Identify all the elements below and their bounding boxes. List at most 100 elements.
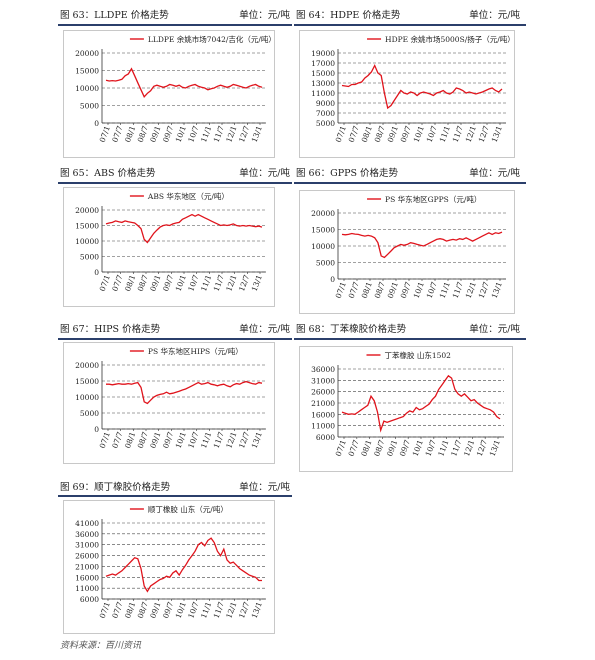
- unit-label: 单位：元/吨: [239, 482, 290, 493]
- x-tick-label: 13/1: [490, 125, 504, 144]
- divider: [58, 182, 292, 184]
- y-tick-label: 20000: [311, 209, 335, 218]
- panel-header-66: 图 66：GPPS 价格走势 单位：元/吨: [296, 167, 520, 181]
- y-tick-label: 16000: [311, 410, 335, 419]
- y-tick-label: 19000: [311, 49, 335, 58]
- y-tick-label: 13000: [311, 79, 335, 88]
- chart-svg: 600011000160002100026000310003600007/107…: [311, 350, 504, 458]
- y-tick-label: 9000: [316, 99, 335, 108]
- series-line: [105, 67, 263, 98]
- divider: [58, 495, 292, 497]
- chart-svg: 0500010000150002000007/107/708/108/709/1…: [75, 34, 274, 144]
- chart-title: 图 64：HDPE 价格走势: [296, 10, 401, 21]
- panel-header-68: 图 68：丁苯橡胶价格走势 单位：元/吨: [296, 323, 520, 337]
- unit-label: 单位：元/吨: [469, 10, 520, 21]
- chart-title: 图 67：HIPS 价格走势: [60, 324, 161, 335]
- panel-header-64: 图 64：HDPE 价格走势 单位：元/吨: [296, 9, 520, 23]
- y-tick-label: 26000: [311, 388, 335, 397]
- chart-svg: 0500010000150002000007/107/708/108/709/1…: [75, 346, 266, 450]
- chart-68: 6000 11000 16000 21000 26000 31000 36000 07/1 07…: [299, 346, 513, 472]
- unit-label: 单位：元/吨: [239, 324, 290, 335]
- y-tick-label: 17000: [311, 59, 335, 68]
- divider: [294, 182, 526, 184]
- x-tick-label: 13/1: [250, 431, 264, 450]
- divider: [58, 24, 292, 26]
- divider: [58, 338, 292, 340]
- chart-svg: 6000110001600021000260003100036000410000…: [75, 504, 266, 620]
- y-tick-label: 10000: [311, 242, 335, 251]
- series-line: [341, 374, 501, 433]
- y-tick-label: 31000: [311, 376, 335, 385]
- chart-66: 0 5000 10000 15000 20000 07/1 07/7 08/1 08/7 09/1…: [299, 190, 515, 314]
- chart-64: 5000 7000 9000 11000 13000 15000 17000 19000 07/…: [299, 30, 515, 158]
- y-tick-label: 0: [94, 425, 99, 434]
- x-tick-label: 13/1: [250, 125, 264, 144]
- y-tick-label: 5000: [80, 102, 99, 111]
- y-tick-label: 5000: [316, 259, 335, 268]
- chart-title: 图 69：顺丁橡胶价格走势: [60, 482, 171, 493]
- source-note: 资料来源：百川资讯: [60, 641, 142, 651]
- y-tick-label: 36000: [75, 530, 99, 539]
- series-line: [105, 213, 263, 244]
- x-tick-label: 13/1: [488, 439, 502, 458]
- y-tick-label: 20000: [75, 206, 99, 215]
- y-tick-label: 21000: [311, 399, 335, 408]
- legend-label: HDPE 余姚市场5000S/扬子（元/吨）: [385, 34, 514, 44]
- chart-svg: 0500010000150002000007/107/708/108/709/1…: [311, 194, 506, 300]
- panel-header-67: 图 67：HIPS 价格走势 单位：元/吨: [60, 323, 290, 337]
- y-tick-label: 0: [94, 268, 99, 277]
- y-tick-label: 10000: [75, 84, 99, 93]
- y-tick-label: 5000: [80, 409, 99, 418]
- y-tick-label: 31000: [75, 541, 99, 550]
- y-tick-label: 26000: [75, 552, 99, 561]
- y-tick-label: 21000: [75, 562, 99, 571]
- divider: [294, 24, 526, 26]
- y-tick-label: 11000: [75, 584, 99, 593]
- chart-title: 图 65：ABS 价格走势: [60, 168, 156, 179]
- legend-label: PS 华东地区HIPS（元/吨）: [148, 346, 243, 356]
- unit-label: 单位：元/吨: [469, 324, 520, 335]
- chart-67: 0 5000 10000 15000 20000 07/1 07/7 08/1 08/7 09/1…: [63, 342, 275, 464]
- y-tick-label: 15000: [311, 226, 335, 235]
- legend-label: PS 华东地区GPPS（元/吨）: [385, 194, 481, 204]
- y-tick-label: 11000: [311, 422, 335, 431]
- chart-title: 图 68：丁苯橡胶价格走势: [296, 324, 407, 335]
- y-tick-label: 6000: [80, 595, 99, 604]
- x-tick-label: 13/1: [490, 281, 504, 300]
- y-tick-label: 0: [94, 119, 99, 128]
- x-tick-label: 13/1: [250, 601, 264, 620]
- y-tick-label: 15000: [311, 69, 335, 78]
- series-line: [106, 380, 263, 405]
- chart-svg: 0500010000150002000007/107/708/108/709/1…: [75, 191, 266, 293]
- x-tick-label: 13/1: [250, 274, 264, 293]
- legend-label: ABS 华东地区（元/吨）: [147, 191, 229, 201]
- y-tick-label: 20000: [75, 49, 99, 58]
- y-tick-label: 20000: [75, 361, 99, 370]
- panel-header-63: 图 63：LLDPE 价格走势 单位：元/吨: [60, 9, 290, 23]
- y-tick-label: 5000: [316, 119, 335, 128]
- chart-title: 图 63：LLDPE 价格走势: [60, 10, 169, 21]
- y-tick-label: 36000: [311, 365, 335, 374]
- y-tick-label: 10000: [75, 237, 99, 246]
- legend-label: 顺丁橡胶 山东（元/吨）: [148, 504, 228, 514]
- chart-title: 图 66：GPPS 价格走势: [296, 168, 399, 179]
- chart-69: 6000 11000 16000 21000 26000 31000 36000 41000 0…: [63, 500, 275, 634]
- panel-header-69: 图 69：顺丁橡胶价格走势 单位：元/吨: [60, 481, 290, 495]
- panel-header-65: 图 65：ABS 价格走势 单位：元/吨: [60, 167, 290, 181]
- y-tick-label: 15000: [75, 222, 99, 231]
- y-tick-label: 10000: [75, 393, 99, 402]
- y-tick-label: 16000: [75, 573, 99, 582]
- y-tick-label: 7000: [316, 109, 335, 118]
- unit-label: 单位：元/吨: [469, 168, 520, 179]
- chart-svg: 500070009000110001300015000170001900007/…: [311, 34, 514, 144]
- series-line: [341, 63, 503, 110]
- y-tick-label: 15000: [75, 67, 99, 76]
- legend-label: LLDPE 余姚市场7042/吉化（元/吨）: [148, 34, 274, 44]
- unit-label: 单位：元/吨: [239, 168, 290, 179]
- series-line: [341, 231, 503, 259]
- y-tick-label: 6000: [316, 433, 335, 442]
- y-tick-label: 5000: [80, 253, 99, 262]
- chart-63: 0 5000 10000 15000 20000 07/1 07/7 08/1 08/7 09/1…: [63, 30, 275, 158]
- y-tick-label: 41000: [75, 519, 99, 528]
- legend-label: 丁苯橡胶 山东1502: [384, 350, 451, 360]
